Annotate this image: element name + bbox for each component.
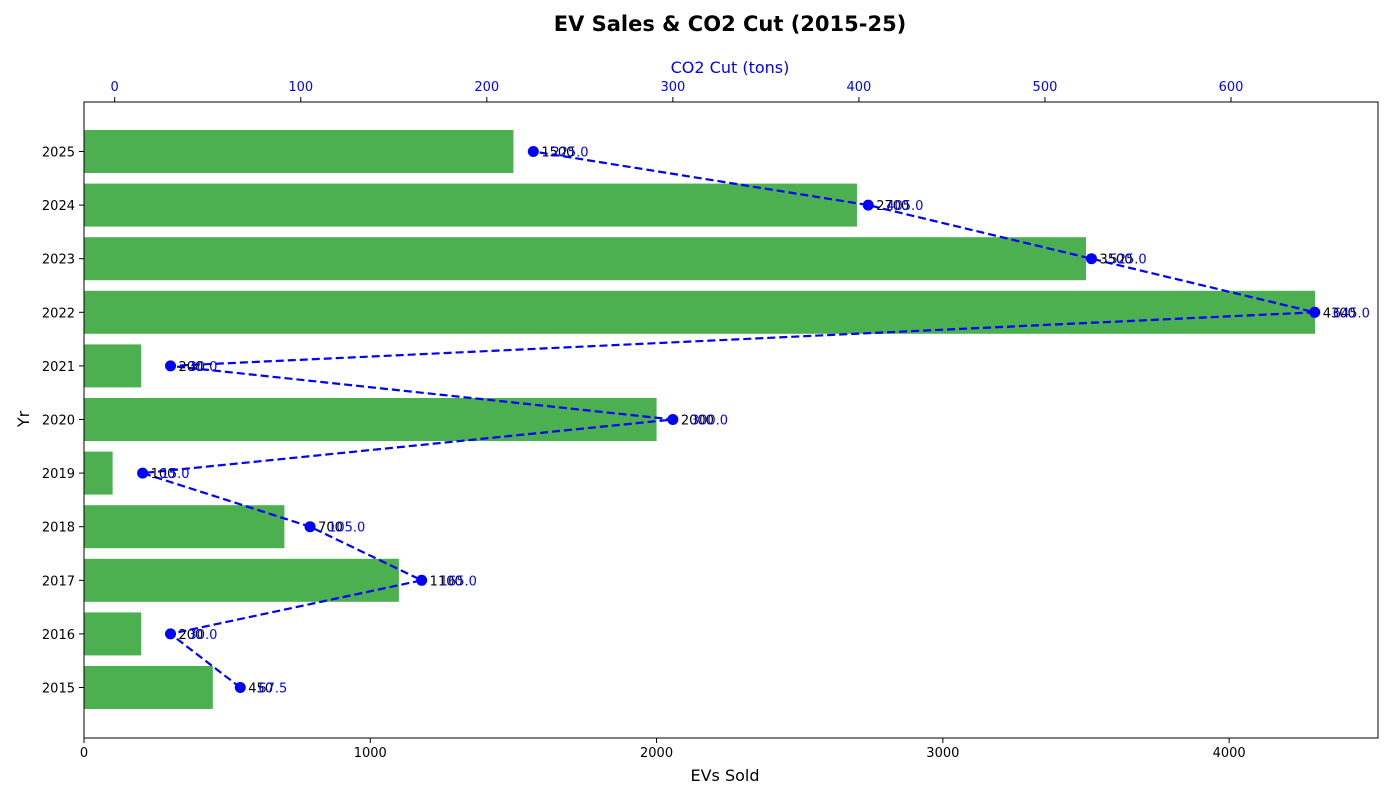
x-tick-label: 4000	[1213, 746, 1246, 761]
y-tick-label: 2020	[42, 414, 75, 429]
bar-value-label: 200	[179, 628, 204, 643]
x2-tick-label: 600	[1219, 80, 1244, 95]
y-tick-label: 2023	[42, 253, 75, 268]
co2-point	[1309, 306, 1321, 318]
bar	[84, 237, 1086, 281]
y-tick-label: 2024	[42, 199, 75, 214]
co2-value-label: 405.0	[886, 199, 923, 214]
co2-value-label: 67.5	[258, 682, 287, 697]
co2-point	[165, 628, 177, 640]
co2-value-label: 30.0	[189, 628, 218, 643]
x-tick-label: 2000	[640, 746, 673, 761]
y-tick-label: 2017	[42, 574, 75, 589]
x-tick-label: 3000	[926, 746, 959, 761]
x2-tick-label: 0	[111, 80, 119, 95]
y-tick-label: 2018	[42, 521, 75, 536]
x2-tick-label: 400	[846, 80, 871, 95]
co2-value-label: 30.0	[189, 360, 218, 375]
bar	[84, 558, 399, 602]
co2-value-label: 105.0	[328, 521, 365, 536]
y-tick-label: 2015	[42, 682, 75, 697]
co2-value-label: 645.0	[1333, 306, 1370, 321]
bar	[84, 451, 113, 495]
top-axis-title: CO2 Cut (tons)	[671, 58, 790, 77]
x2-tick-label: 300	[660, 80, 685, 95]
x-tick-label: 1000	[354, 746, 387, 761]
bar	[84, 183, 857, 227]
co2-point	[667, 414, 679, 425]
co2-point	[527, 146, 539, 157]
bar-value-label: 1500	[541, 146, 574, 161]
x-tick-label: 0	[80, 746, 88, 761]
co2-point	[137, 467, 149, 479]
bar-value-label: 700	[318, 521, 343, 536]
bar	[84, 666, 213, 709]
y-axis-title: Yr	[14, 410, 33, 428]
co2-value-label: 15.0	[161, 467, 190, 482]
bar	[84, 398, 657, 441]
y-tick-label: 2021	[42, 360, 75, 375]
bar-value-label: 2700	[876, 199, 909, 214]
chart-title: EV Sales & CO2 Cut (2015-25)	[554, 12, 907, 36]
plot-frame	[83, 101, 1379, 739]
x2-tick-label: 200	[474, 80, 499, 95]
bar	[84, 505, 285, 549]
y-tick-label: 2016	[42, 628, 75, 643]
bar	[84, 344, 142, 388]
co2-point	[416, 574, 428, 586]
bar-value-label: 4300	[1323, 306, 1356, 321]
bar-value-label: 100	[151, 467, 176, 482]
x2-tick-label: 500	[1033, 80, 1058, 95]
bar-value-label: 200	[179, 360, 204, 375]
co2-point	[304, 521, 316, 533]
y-tick-label: 2022	[42, 306, 75, 321]
plot-area: 4502001100700100200020043003500270015006…	[42, 80, 1370, 761]
co2-point	[165, 360, 177, 372]
co2-value-label: 225.0	[551, 146, 588, 161]
x2-tick-label: 100	[288, 80, 313, 95]
y-tick-label: 2025	[42, 146, 75, 161]
co2-value-label: 165.0	[440, 574, 477, 589]
co2-point	[234, 682, 246, 693]
co2-point	[862, 199, 874, 211]
co2-value-label: 300.0	[691, 414, 728, 429]
y-tick-label: 2019	[42, 467, 75, 482]
bottom-axis-title: EVs Sold	[690, 766, 759, 785]
co2-value-label: 525.0	[1109, 253, 1146, 268]
bar-value-label: 450	[248, 682, 273, 697]
bar	[84, 612, 142, 656]
bar-value-label: 2000	[681, 414, 714, 429]
bar	[84, 290, 1316, 334]
bar-value-label: 1100	[430, 574, 463, 589]
bar-value-label: 3500	[1099, 253, 1132, 268]
bar	[84, 130, 514, 173]
co2-point	[1085, 253, 1097, 265]
